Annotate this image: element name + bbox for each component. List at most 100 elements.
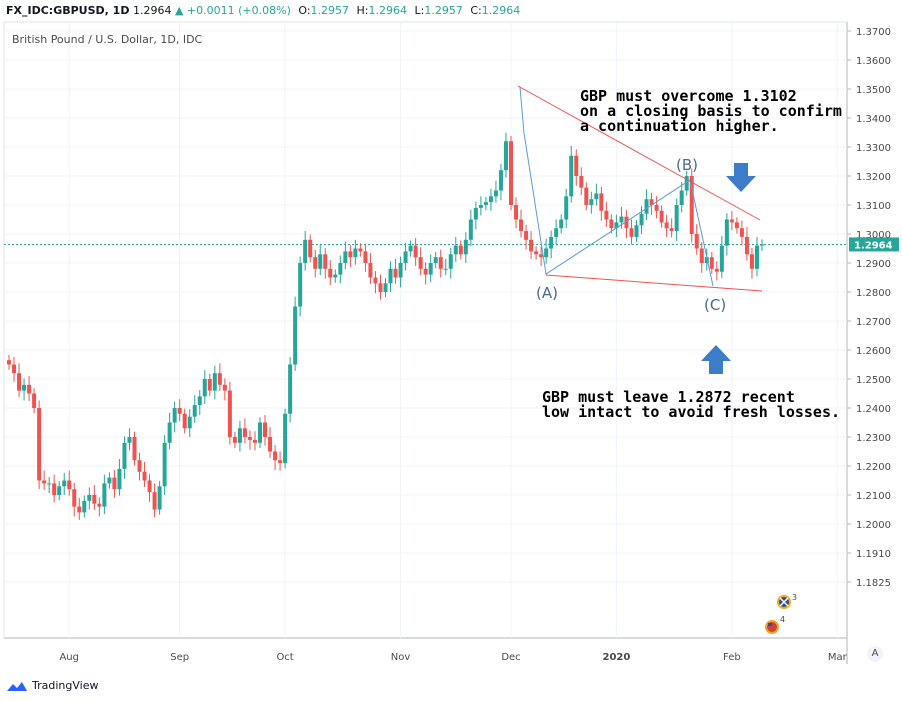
time-tick-label: Sep <box>170 652 189 663</box>
candle-body <box>503 141 508 171</box>
candle-body <box>448 254 453 269</box>
candle-body <box>413 245 418 258</box>
candle-body <box>177 408 182 414</box>
candle-body <box>619 216 624 223</box>
candle-body <box>27 384 32 394</box>
upper-trendline <box>517 85 761 221</box>
auto-scale-button[interactable]: A <box>867 646 883 662</box>
chart-title: British Pound / U.S. Dollar, 1D, IDC <box>12 33 203 46</box>
candle-body <box>268 437 273 452</box>
time-axis: Aug Sep Oct Nov Dec 2020 Feb Mar <box>59 652 847 663</box>
candle-body <box>408 245 413 252</box>
candle-body <box>584 187 589 205</box>
candle-body <box>473 207 478 220</box>
candle-body <box>207 379 212 391</box>
candle-body <box>679 190 684 205</box>
candle-body <box>744 236 749 255</box>
candle-body <box>17 373 22 391</box>
candle-body <box>298 263 303 307</box>
price-tick-label: 1.2700 <box>856 317 891 328</box>
candle-body <box>278 460 283 464</box>
candle-body <box>760 244 764 246</box>
candle-body <box>137 460 142 472</box>
candle-body <box>147 480 152 493</box>
candle-body <box>564 196 569 220</box>
candle-body <box>453 245 458 255</box>
candle-body <box>52 483 57 495</box>
candle-body <box>388 268 393 284</box>
candle-body <box>42 480 47 484</box>
candle-body <box>664 222 669 229</box>
candle-body <box>293 306 298 365</box>
ohlc-close-label: C: <box>470 4 482 17</box>
candle-body <box>634 225 639 237</box>
candle-body <box>438 257 443 269</box>
candle-body <box>524 231 529 240</box>
candle-body <box>363 251 368 263</box>
candle-body <box>227 390 232 437</box>
ohlc-open-value: 1.2957 <box>310 4 350 17</box>
candle-body <box>273 451 278 461</box>
candle-body <box>72 489 77 507</box>
candle-body <box>112 477 117 490</box>
candle-body <box>202 379 207 397</box>
candle-body <box>318 254 323 269</box>
candle-body <box>222 384 227 391</box>
candle-body <box>639 213 644 226</box>
candle-body <box>242 428 247 437</box>
candle-body <box>654 205 659 211</box>
candle-body <box>157 486 162 510</box>
time-tick-label: Aug <box>59 652 79 663</box>
price-tick-label: 1.2800 <box>856 288 891 299</box>
candle-body <box>629 228 634 237</box>
time-tick-label: Oct <box>276 652 293 663</box>
candle-body <box>609 219 614 229</box>
candle-body <box>729 219 734 223</box>
arrow-down-icon <box>726 163 756 192</box>
candle-body <box>423 268 428 275</box>
footer-brand: TradingView <box>6 679 98 692</box>
candle-body <box>694 234 699 249</box>
price-tick-label: 1.2100 <box>856 491 891 502</box>
candle-body <box>37 408 42 481</box>
candle-body <box>308 239 313 258</box>
ohlc-high-label: H: <box>356 4 369 17</box>
candle-body <box>669 228 674 232</box>
candle-body <box>754 245 759 269</box>
ohlc-low-value: 1.2957 <box>424 4 463 17</box>
candle-body <box>192 405 197 417</box>
candle-body <box>569 155 574 197</box>
candle-body <box>82 500 87 513</box>
candle-body <box>323 254 328 269</box>
price-tick-label: 1.2400 <box>856 404 891 415</box>
candle-body <box>509 141 513 205</box>
candle-body <box>258 422 262 443</box>
candle-body <box>232 437 237 443</box>
candle-body <box>57 486 62 495</box>
candle-body <box>117 468 122 490</box>
time-tick-label: Feb <box>723 652 741 663</box>
time-tick-label: Nov <box>391 652 411 663</box>
candle-body <box>348 251 353 258</box>
candle-body <box>719 245 724 272</box>
price-change: ▲ +0.0011 (+0.08%) <box>174 4 291 17</box>
candle-body <box>162 442 167 487</box>
candle-body <box>684 176 689 191</box>
candle-body <box>12 364 17 374</box>
candle-body <box>749 254 754 269</box>
price-tick-label: 1.2500 <box>856 375 891 386</box>
price-tick-label: 1.3300 <box>856 143 891 154</box>
candle-body <box>534 251 539 255</box>
candle-body <box>649 199 654 205</box>
tradingview-logo-icon <box>7 681 27 691</box>
candle-body <box>589 199 594 205</box>
candle-body <box>368 263 373 278</box>
candle-body <box>478 205 483 208</box>
candle-body <box>674 205 679 232</box>
uk-flag-event-icon: 3 <box>777 593 797 609</box>
annotation-resistance-line1: GBP must overcome 1.3102 <box>580 87 797 105</box>
candle-body <box>142 471 147 481</box>
candle-body <box>699 248 704 263</box>
candle-body <box>32 393 37 408</box>
